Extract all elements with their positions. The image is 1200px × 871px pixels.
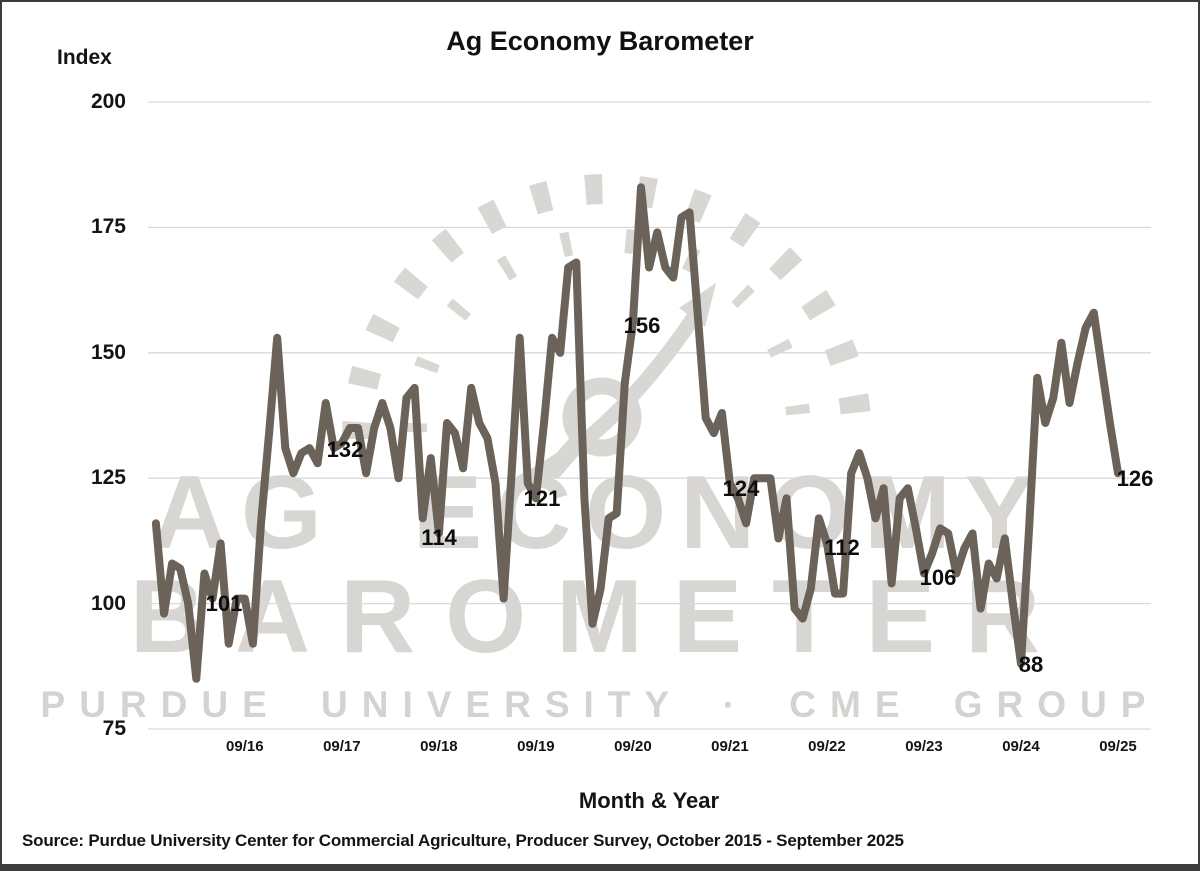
x-tick-label: 09/18 <box>420 738 458 755</box>
y-tick-label: 125 <box>90 466 126 490</box>
chart-title: Ag Economy Barometer <box>446 26 754 56</box>
x-tick-label: 09/25 <box>1099 738 1137 755</box>
data-point-label: 156 <box>623 313 661 338</box>
data-point-label: 121 <box>523 486 561 511</box>
y-tick-label: 150 <box>90 340 126 364</box>
data-point-label: 126 <box>1116 466 1154 491</box>
data-point-label: 106 <box>919 565 957 590</box>
data-point-label: 114 <box>421 525 457 550</box>
data-point-label: 101 <box>205 591 243 616</box>
x-tick-label: 09/21 <box>711 738 749 755</box>
x-tick-label: 09/23 <box>905 738 943 755</box>
y-tick-label: 175 <box>90 215 126 239</box>
x-tick-label: 09/19 <box>517 738 555 755</box>
watermark-text-purdue-cme: PURDUE UNIVERSITY · CME GROUP <box>40 684 1160 725</box>
source-caption: Source: Purdue University Center for Com… <box>22 831 904 850</box>
gridlines <box>148 101 1151 730</box>
x-tick-label: 09/16 <box>226 738 264 755</box>
gauge-outer-dial-icon <box>342 174 872 440</box>
data-point-label: 132 <box>326 437 364 462</box>
data-point-label: 112 <box>824 535 860 560</box>
x-tick-label: 09/20 <box>614 738 652 755</box>
x-tick-label: 09/24 <box>1002 738 1040 755</box>
data-point-label: 124 <box>722 476 760 501</box>
y-tick-label: 200 <box>90 90 126 113</box>
x-tick-label: 09/22 <box>808 738 846 755</box>
y-tick-label: 75 <box>102 717 126 740</box>
x-tick-label: 09/17 <box>323 738 361 755</box>
gauge-magnifier-ring-icon <box>562 377 642 457</box>
barometer-line <box>151 183 1122 683</box>
y-tick-label: 100 <box>90 591 126 615</box>
x-axis-label: Month & Year <box>578 788 720 813</box>
y-axis-label: Index <box>57 46 112 69</box>
gauge-arrow-shaft-icon <box>514 306 704 490</box>
data-point-label: 88 <box>1018 652 1044 677</box>
